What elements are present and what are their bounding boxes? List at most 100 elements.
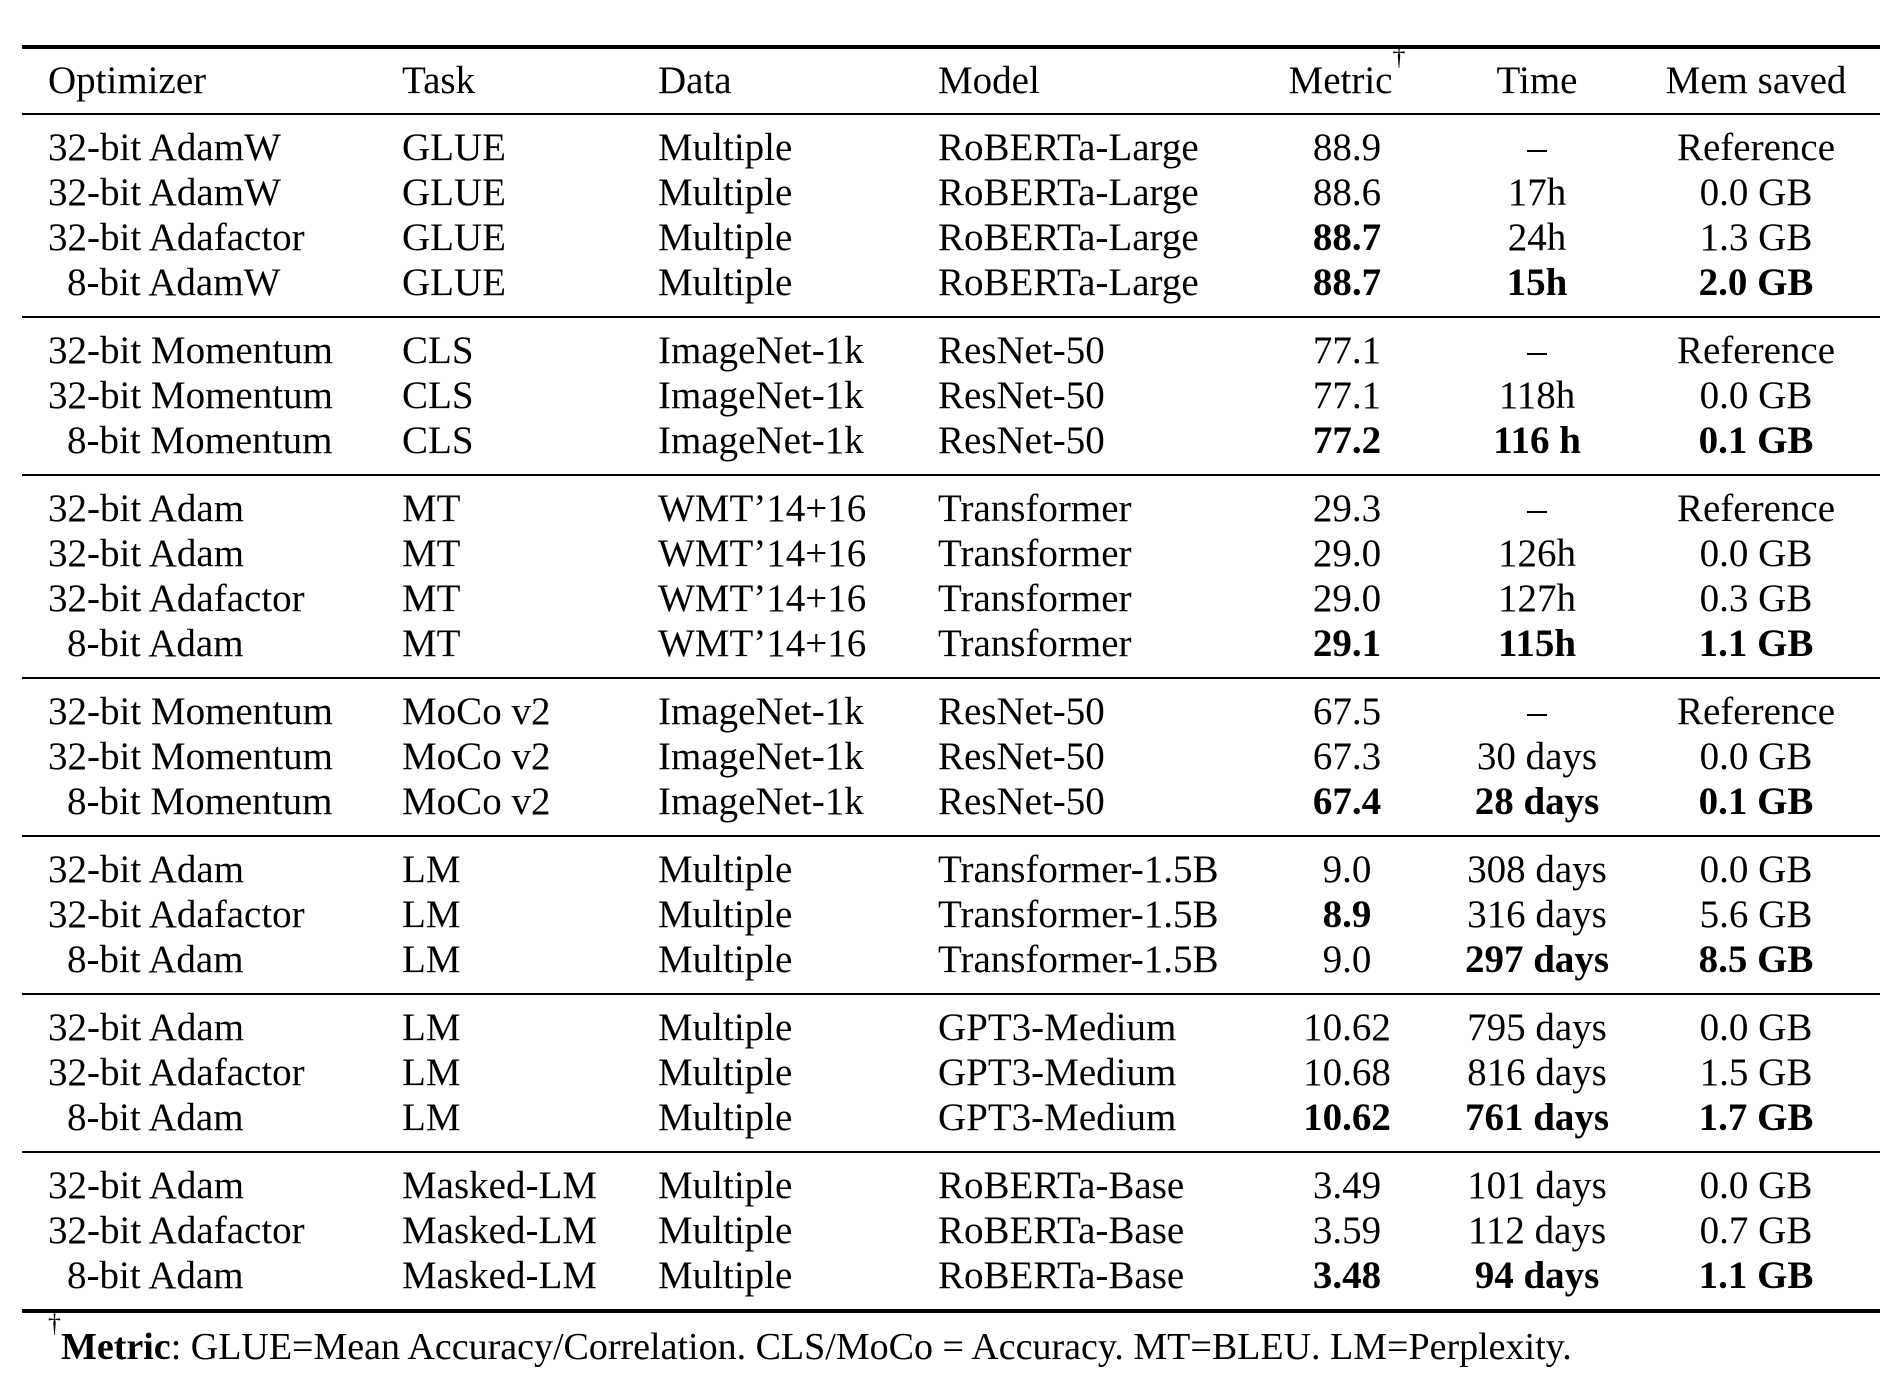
cell-task: MoCo v2	[402, 690, 551, 733]
cell-task: GLUE	[402, 216, 506, 259]
cell-mem-saved: 1.1 GB	[1698, 622, 1814, 665]
cell-task: MT	[402, 622, 461, 665]
cell-metric: 88.7	[1312, 216, 1382, 259]
cell-data: ImageNet-1k	[658, 374, 864, 417]
cell-metric: 88.9	[1312, 126, 1382, 169]
cell-data: Multiple	[658, 1051, 793, 1094]
cell-metric: 67.3	[1312, 735, 1382, 778]
cell-time: 115h	[1497, 622, 1577, 665]
cell-task: LM	[402, 1006, 461, 1049]
cell-optimizer: 8-bit Momentum	[67, 780, 333, 823]
cell-time: 126h	[1498, 532, 1576, 575]
cell-mem-saved: 0.0 GB	[1699, 848, 1813, 891]
table-row: 32-bit Adam LM Multiple GPT3-Medium 10.62 795…	[22, 994, 1880, 1050]
cell-data: Multiple	[658, 1254, 793, 1297]
cell-model: ResNet-50	[938, 419, 1105, 462]
cell-model: Transformer-1.5B	[938, 848, 1219, 891]
cell-task: GLUE	[402, 261, 506, 304]
cell-time: 17h	[1507, 171, 1567, 214]
table-row: 32-bit Adafactor GLUE Multiple RoBERTa-Larg…	[22, 215, 1880, 260]
cell-mem-saved: 2.0 GB	[1698, 261, 1814, 304]
cell-time: 795 days	[1467, 1006, 1607, 1049]
table-group: 32-bit Adam LM Multiple Transformer-1.5B 9.0…	[22, 836, 1880, 994]
cell-metric: 67.5	[1312, 690, 1382, 733]
cell-model: GPT3-Medium	[938, 1096, 1177, 1139]
cell-metric: 9.0	[1322, 848, 1372, 891]
cell-mem-saved: 0.0 GB	[1699, 1164, 1813, 1207]
cell-task: Masked-LM	[402, 1254, 597, 1297]
cell-optimizer: 32-bit Adafactor	[48, 216, 305, 259]
cell-mem-saved: 1.5 GB	[1699, 1051, 1813, 1094]
results-table: Optimizer Task Data Model Metric† Time M…	[22, 43, 1880, 1313]
cell-time: 30 days	[1476, 735, 1598, 778]
table-row: 8-bit AdamW GLUE Multiple RoBERTa-Large 88.7…	[22, 260, 1880, 317]
cell-metric: 77.2	[1312, 419, 1382, 462]
table-row: 8-bit Adam LM Multiple Transformer-1.5B 9.0 2…	[22, 937, 1880, 994]
cell-time: 308 days	[1467, 848, 1607, 891]
table-group: 32-bit Adam Masked-LM Multiple RoBERTa-Base…	[22, 1152, 1880, 1311]
col-header-data: Data	[658, 47, 938, 115]
cell-metric: 29.1	[1312, 622, 1382, 665]
col-header-optimizer: Optimizer	[22, 47, 402, 115]
cell-model: RoBERTa-Base	[938, 1254, 1185, 1297]
cell-mem-saved: 0.0 GB	[1699, 735, 1813, 778]
cell-model: RoBERTa-Large	[938, 261, 1199, 304]
cell-metric: 10.62	[1303, 1096, 1391, 1139]
cell-task: Masked-LM	[402, 1164, 597, 1207]
cell-time: 28 days	[1474, 780, 1600, 823]
cell-task: Masked-LM	[402, 1209, 597, 1252]
cell-model: ResNet-50	[938, 780, 1105, 823]
cell-model: RoBERTa-Base	[938, 1209, 1185, 1252]
cell-metric: 10.62	[1303, 1006, 1391, 1049]
header-row: Optimizer Task Data Model Metric† Time M…	[22, 43, 1880, 115]
table-row: 8-bit Momentum CLS ImageNet-1k ResNet-50 77.…	[22, 418, 1880, 475]
cell-optimizer: 32-bit Adam	[48, 487, 245, 530]
cell-data: ImageNet-1k	[658, 690, 864, 733]
cell-model: Transformer	[938, 577, 1132, 620]
cell-task: LM	[402, 848, 461, 891]
table-row: 32-bit Adafactor Masked-LM Multiple RoBERTa…	[22, 1208, 1880, 1253]
cell-time: –	[1527, 690, 1547, 733]
table-group: 32-bit AdamW GLUE Multiple RoBERTa-Large 88.…	[22, 114, 1880, 317]
table-row: 32-bit Adam MT WMT’14+16 Transformer 29.0 126…	[22, 531, 1880, 576]
cell-mem-saved: Reference	[1676, 487, 1836, 530]
cell-model: Transformer	[938, 622, 1132, 665]
cell-task: CLS	[402, 419, 474, 462]
cell-data: Multiple	[658, 261, 793, 304]
cell-time: 297 days	[1464, 938, 1610, 981]
cell-data: ImageNet-1k	[658, 780, 864, 823]
cell-optimizer: 32-bit Adafactor	[48, 1051, 305, 1094]
table-header: Optimizer Task Data Model Metric† Time M…	[22, 43, 1880, 115]
cell-optimizer: 32-bit AdamW	[48, 126, 281, 169]
cell-time: 761 days	[1464, 1096, 1610, 1139]
cell-mem-saved: Reference	[1676, 126, 1836, 169]
table-row: 8-bit Adam MT WMT’14+16 Transformer 29.1 115h…	[22, 621, 1880, 678]
cell-task: LM	[402, 1096, 461, 1139]
cell-time: 112 days	[1467, 1209, 1607, 1252]
cell-data: Multiple	[658, 1006, 793, 1049]
cell-data: WMT’14+16	[658, 532, 867, 575]
col-header-metric: Metric†	[1252, 43, 1442, 115]
cell-mem-saved: Reference	[1676, 690, 1836, 733]
cell-mem-saved: 0.0 GB	[1699, 532, 1813, 575]
cell-mem-saved: 0.0 GB	[1699, 1006, 1813, 1049]
cell-task: MT	[402, 577, 461, 620]
cell-metric: 67.4	[1312, 780, 1382, 823]
cell-task: CLS	[402, 329, 474, 372]
table-row: 32-bit Adafactor MT WMT’14+16 Transformer 29…	[22, 576, 1880, 621]
cell-task: MoCo v2	[402, 780, 551, 823]
cell-model: Transformer	[938, 532, 1132, 575]
cell-optimizer: 32-bit Adam	[48, 1006, 245, 1049]
cell-metric: 8.9	[1322, 893, 1372, 936]
metric-dagger-marker: †	[1392, 41, 1406, 71]
cell-optimizer: 8-bit AdamW	[67, 261, 281, 304]
cell-mem-saved: 1.3 GB	[1699, 216, 1813, 259]
cell-task: LM	[402, 1051, 461, 1094]
table-footnote: †Metric: GLUE=Mean Accuracy/Correlation.…	[48, 1311, 1880, 1371]
col-header-model: Model	[938, 47, 1252, 115]
cell-optimizer: 32-bit Adam	[48, 1164, 245, 1207]
cell-mem-saved: 5.6 GB	[1699, 893, 1813, 936]
table-group: 32-bit Momentum CLS ImageNet-1k ResNet-50 77…	[22, 317, 1880, 475]
cell-task: LM	[402, 938, 461, 981]
